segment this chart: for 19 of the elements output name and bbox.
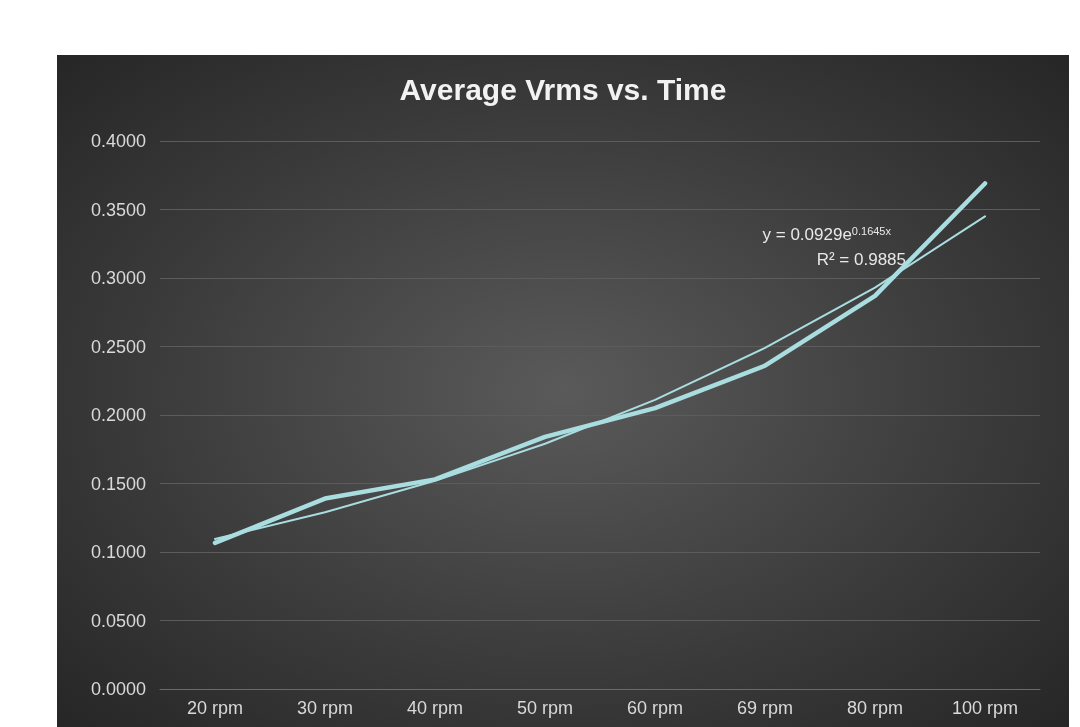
x-tick-label: 60 rpm: [626, 698, 684, 718]
y-tick-label: 0.2500: [90, 336, 146, 357]
y-tick-label: 0.1000: [90, 542, 146, 562]
chart-title: Average Vrms vs. Time: [399, 72, 727, 106]
y-tick-label: 0.0500: [90, 610, 146, 631]
x-tick-label: 50 rpm: [516, 698, 574, 718]
x-tick-label: 30 rpm: [296, 698, 354, 718]
y-tick-label: 0.1500: [90, 473, 146, 494]
x-tick-label: 69 rpm: [736, 698, 794, 718]
y-tick-label: 0.3500: [90, 199, 146, 220]
x-tick-label: 100 rpm: [951, 698, 1019, 718]
y-tick-label: 0.2000: [90, 405, 146, 425]
y-tick-label: 0.4000: [90, 131, 146, 151]
x-tick-label: 40 rpm: [406, 698, 464, 718]
x-tick-label: 80 rpm: [846, 698, 904, 718]
x-tick-label: 20 rpm: [186, 698, 244, 718]
annotation: R² = 0.9885: [816, 250, 906, 269]
y-tick-label: 0.0000: [90, 679, 146, 699]
y-tick-label: 0.3000: [90, 268, 146, 288]
